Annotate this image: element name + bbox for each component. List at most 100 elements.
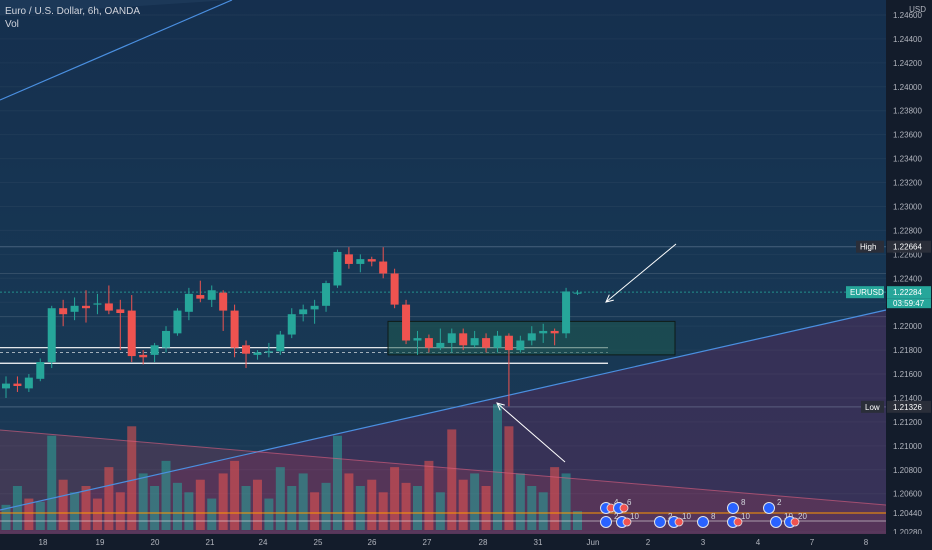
volume-bar xyxy=(310,492,320,530)
volume-bar xyxy=(70,492,80,530)
volume-bar xyxy=(447,429,457,530)
volume-bar xyxy=(230,460,240,530)
price-tick-label: 1.24200 xyxy=(893,59,922,68)
volume-bar xyxy=(1,504,11,530)
high-tag-label: High xyxy=(860,243,876,252)
event-count: 10 xyxy=(682,512,691,521)
volume-trendline xyxy=(0,429,887,506)
candle-body xyxy=(173,310,182,334)
volume-bar xyxy=(458,479,468,530)
price-axis-currency: USD xyxy=(909,5,926,14)
candle-body xyxy=(139,354,148,358)
symbol-tag-value-bg xyxy=(887,286,931,299)
time-tick-label: 31 xyxy=(534,538,543,547)
volume-bar xyxy=(298,473,308,530)
volume-bar xyxy=(184,492,194,530)
volume-bar xyxy=(470,473,480,530)
time-tick-label: 21 xyxy=(206,538,215,547)
candle-body xyxy=(264,351,273,353)
high-tag-value-bg xyxy=(887,240,931,253)
price-tick-label: 1.22600 xyxy=(893,250,922,259)
candle-body xyxy=(573,292,582,294)
candle-body xyxy=(539,330,548,334)
volume-bar xyxy=(115,492,125,530)
candle-body xyxy=(59,308,68,315)
candle-body xyxy=(493,335,502,348)
event-icon xyxy=(763,502,775,514)
high-tag-value: 1.22664 xyxy=(893,243,922,252)
volume-bar xyxy=(481,486,491,530)
candle-body xyxy=(127,310,136,357)
countdown-label: 03:59:47 xyxy=(893,299,925,308)
price-tick-label: 1.24400 xyxy=(893,35,922,44)
volume-bar xyxy=(492,404,502,530)
candle-body xyxy=(13,383,22,386)
volume-bar xyxy=(538,492,548,530)
volume-bar xyxy=(161,460,171,530)
candle-body xyxy=(184,293,193,312)
candle-body xyxy=(276,334,285,352)
price-tick-label: 1.23000 xyxy=(893,202,922,211)
candle-body xyxy=(116,309,125,313)
price-tick-label: 1.21800 xyxy=(893,346,922,355)
candle-body xyxy=(310,305,319,310)
event-count: 8 xyxy=(741,498,746,507)
volume-bar xyxy=(515,473,525,530)
event-lower: 2 xyxy=(600,512,619,528)
candle-body xyxy=(104,303,113,311)
volume-bar xyxy=(561,473,571,530)
high-tag-label-bg xyxy=(856,240,884,253)
symbol-tag-label-bg xyxy=(846,286,884,299)
time-tick-label: 26 xyxy=(368,538,377,547)
volume-bar xyxy=(92,498,102,530)
candle-body xyxy=(2,383,10,389)
event-count: 2 xyxy=(668,512,673,521)
volume-label[interactable]: Vol xyxy=(5,19,19,30)
candle-body xyxy=(70,305,79,312)
event-lower: 20 xyxy=(784,512,807,528)
price-tick-label: 1.24000 xyxy=(893,83,922,92)
volume-bar xyxy=(241,486,251,530)
upper-left-shade xyxy=(0,0,230,15)
event-icon xyxy=(600,516,612,528)
arrow-up-left-head xyxy=(496,402,505,411)
candle-body xyxy=(196,295,205,299)
volume-bar xyxy=(127,426,137,530)
event-icon xyxy=(697,516,709,528)
time-axis-bg xyxy=(0,534,932,550)
candle-body xyxy=(470,338,479,346)
event-upper: 8 xyxy=(727,498,746,514)
symbol-title[interactable]: Euro / U.S. Dollar, 6h, OANDA xyxy=(5,6,141,17)
candle-body xyxy=(219,292,228,311)
candle-body xyxy=(333,251,342,286)
volume-bar xyxy=(332,435,342,530)
volume-bar xyxy=(378,492,388,530)
flag-icon xyxy=(790,517,800,527)
flag-icon xyxy=(622,517,632,527)
time-tick-label: 3 xyxy=(701,538,706,547)
time-tick-label: 28 xyxy=(479,538,488,547)
price-tick-label: 1.20800 xyxy=(893,466,922,475)
event-count: 6 xyxy=(627,498,632,507)
event-lower: 10 xyxy=(616,512,639,528)
event-count: 10 xyxy=(741,512,750,521)
candle-body xyxy=(413,338,422,341)
event-upper: 2 xyxy=(763,498,782,514)
candle-body xyxy=(24,377,33,389)
time-tick-label: 25 xyxy=(314,538,323,547)
candle-body xyxy=(299,309,308,315)
price-tick-label: 1.20440 xyxy=(893,509,922,518)
event-lower: 8 xyxy=(697,512,716,528)
volume-series xyxy=(1,404,582,530)
volume-bar xyxy=(264,498,274,530)
candle-series xyxy=(2,247,582,407)
price-tick-label: 1.23200 xyxy=(893,179,922,188)
volume-bar xyxy=(287,486,297,530)
event-count: 10 xyxy=(630,512,639,521)
low-tag-value-bg xyxy=(887,400,931,413)
time-tick-label: 24 xyxy=(259,538,268,547)
candle-body xyxy=(550,330,559,334)
candle-body xyxy=(253,352,262,355)
